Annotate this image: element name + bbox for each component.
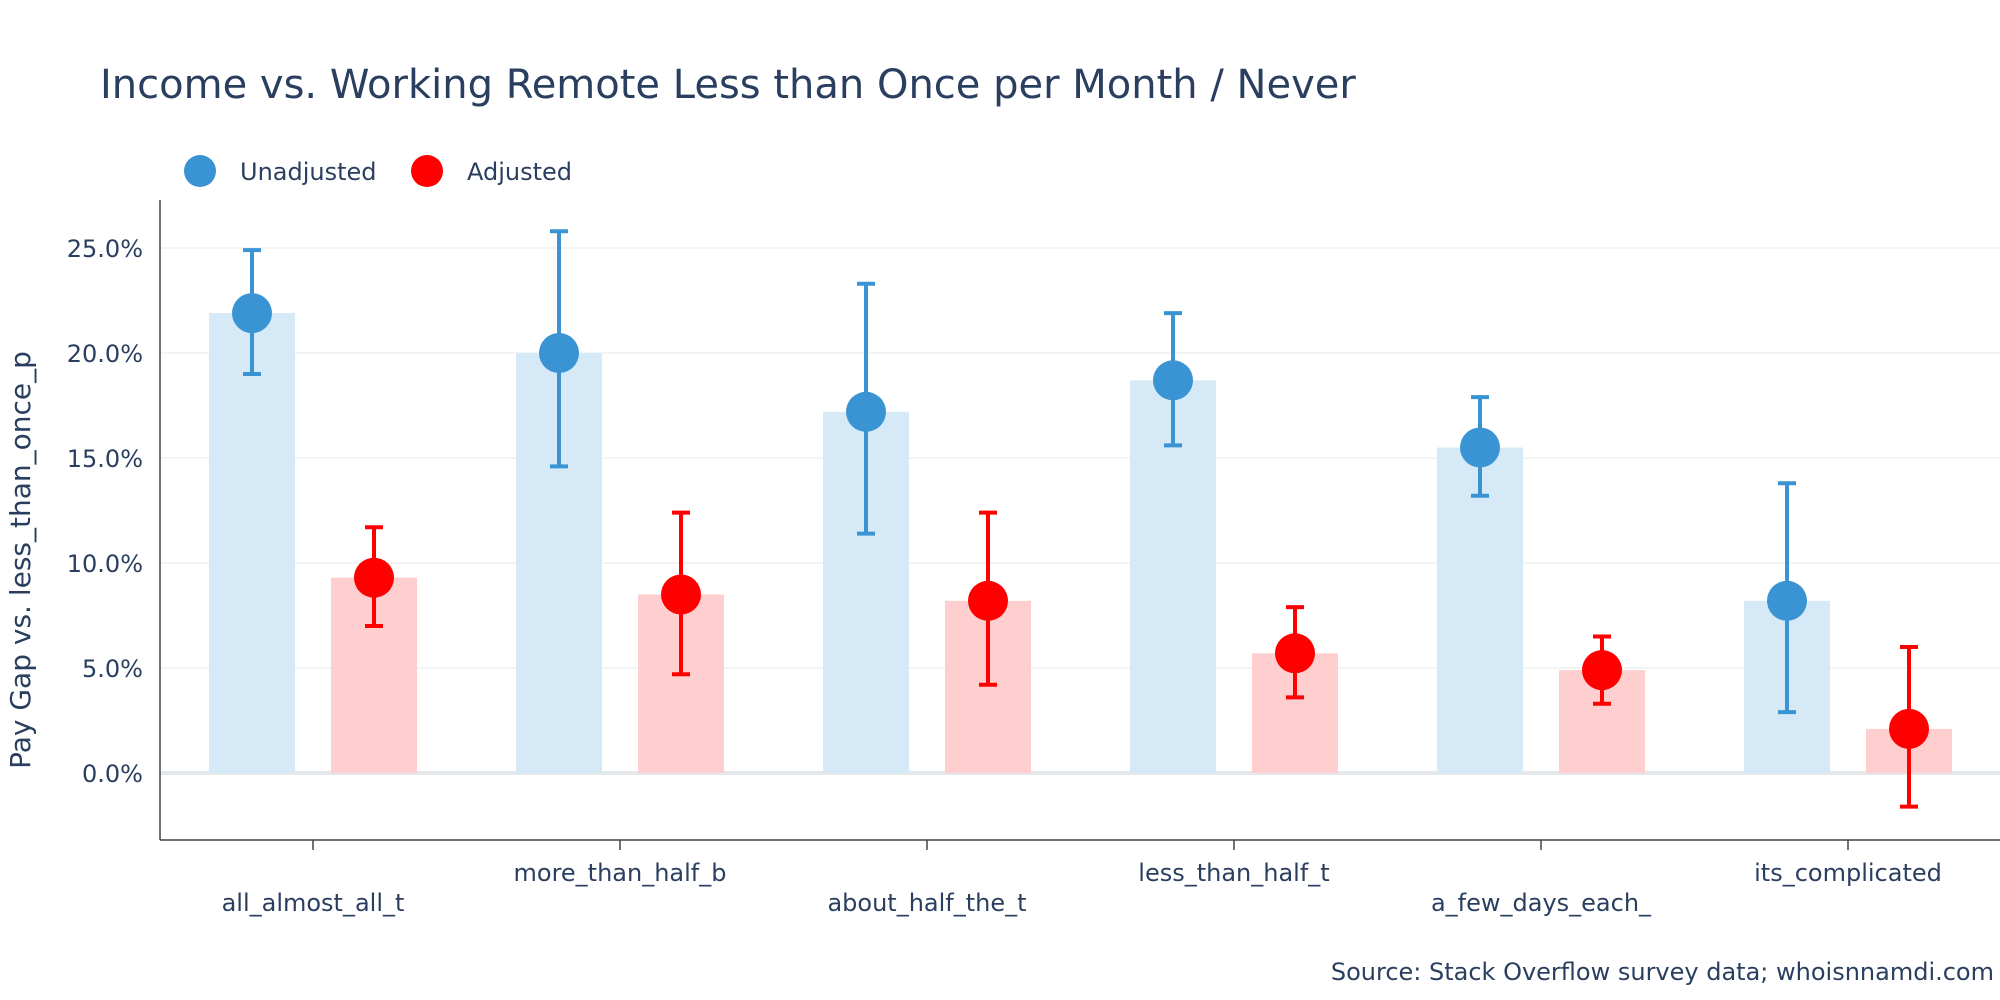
axes xyxy=(159,200,2000,850)
error-bars xyxy=(243,229,1918,809)
bar-unadjusted xyxy=(1437,447,1523,773)
marker-unadjusted xyxy=(1767,580,1807,621)
chart-title: Income vs. Working Remote Less than Once… xyxy=(100,62,1356,108)
marker-unadjusted xyxy=(1460,427,1500,468)
marker-unadjusted xyxy=(539,333,579,373)
x-tick-label: a_few_days_each_ xyxy=(1431,889,1652,917)
x-tick-label: its_complicated xyxy=(1754,859,1942,887)
marker-adjusted xyxy=(1889,708,1929,749)
legend-label: Adjusted xyxy=(467,158,572,186)
x-tick-label: about_half_the_t xyxy=(827,889,1026,917)
legend-marker-unadjusted xyxy=(184,155,216,187)
marker-unadjusted xyxy=(1153,360,1193,401)
legend-label: Unadjusted xyxy=(240,158,377,186)
y-tick-label: 0.0% xyxy=(82,760,143,788)
y-tick-label: 15.0% xyxy=(67,445,143,473)
x-tick-label: more_than_half_b xyxy=(514,859,727,887)
bars xyxy=(209,313,1952,773)
y-tick-label: 10.0% xyxy=(67,550,143,578)
y-tick-label: 20.0% xyxy=(67,340,143,368)
y-tick-label: 5.0% xyxy=(82,655,143,683)
marker-adjusted xyxy=(1582,650,1622,691)
y-axis-title: Pay Gap vs. less_than_once_p xyxy=(4,351,37,769)
legend-marker-adjusted xyxy=(411,155,443,187)
marker-adjusted xyxy=(968,580,1008,621)
source-annotation: Source: Stack Overflow survey data; whoi… xyxy=(1331,958,1994,986)
x-tick-label: all_almost_all_t xyxy=(222,889,405,917)
marker-adjusted xyxy=(661,574,701,615)
legend: Unadjusted Adjusted xyxy=(184,155,572,187)
y-tick-label: 25.0% xyxy=(67,235,143,263)
tick-labels: 0.0% 5.0% 10.0% 15.0% 20.0% 25.0% all_almost_a… xyxy=(67,235,1942,917)
marker-unadjusted xyxy=(846,391,886,432)
marker-adjusted xyxy=(354,557,394,598)
gridlines xyxy=(160,247,2000,775)
bar-unadjusted xyxy=(209,313,295,773)
x-tick-label: less_than_half_t xyxy=(1138,859,1329,887)
marker-adjusted xyxy=(1275,633,1315,674)
markers xyxy=(232,293,1929,749)
marker-unadjusted xyxy=(232,293,272,334)
